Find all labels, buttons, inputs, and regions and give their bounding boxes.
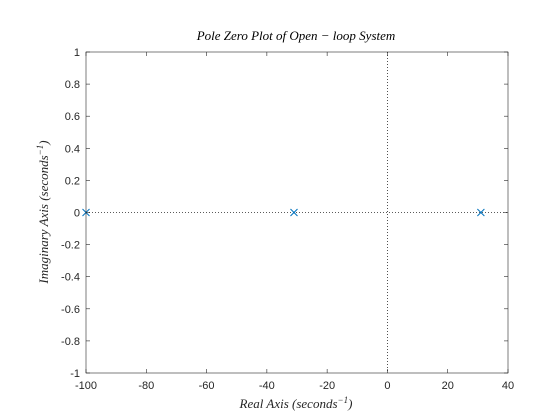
x-tick-label: 20 — [442, 380, 454, 392]
y-tick-label: 0 — [74, 208, 80, 220]
y-tick-label: 0.4 — [65, 143, 80, 155]
y-tick-label: -0.4 — [61, 272, 80, 284]
y-axis-label: Imaginary Axis (seconds−1) — [35, 140, 51, 284]
x-tick-label: -80 — [138, 380, 154, 392]
x-tick-label: -100 — [75, 380, 97, 392]
reference-lines — [86, 52, 508, 373]
pole-marker — [477, 208, 485, 217]
chart-title: Pole Zero Plot of Open − loop System — [196, 28, 396, 43]
y-tick-label: 0.2 — [65, 175, 80, 187]
y-tick-label: 1 — [74, 47, 80, 59]
x-tick-labels: -100 -80 -60 -40 -20 0 20 40 — [75, 380, 514, 392]
y-tick-labels: -1 -0.8 -0.6 -0.4 -0.2 0 0.2 0.4 0.6 0.8 1 — [61, 47, 80, 380]
x-tick-label: -40 — [259, 380, 275, 392]
x-tick-label: 0 — [384, 380, 390, 392]
y-tick-label: -0.8 — [61, 336, 80, 348]
y-tick-label: 0.8 — [65, 79, 80, 91]
axis-ticks — [85, 51, 509, 374]
y-tick-label: 0.6 — [65, 111, 80, 123]
x-tick-label: 40 — [502, 380, 514, 392]
x-tick-label: -60 — [199, 380, 215, 392]
y-tick-label: -0.6 — [61, 304, 80, 316]
x-tick-label: -20 — [319, 380, 335, 392]
pole-marker-stroke — [290, 208, 298, 217]
y-tick-label: -0.2 — [61, 240, 80, 252]
pole-marker-stroke — [477, 208, 485, 217]
x-axis-label: Real Axis (seconds−1) — [239, 395, 353, 411]
pole-marker — [290, 208, 298, 217]
y-tick-label: -1 — [70, 368, 80, 380]
